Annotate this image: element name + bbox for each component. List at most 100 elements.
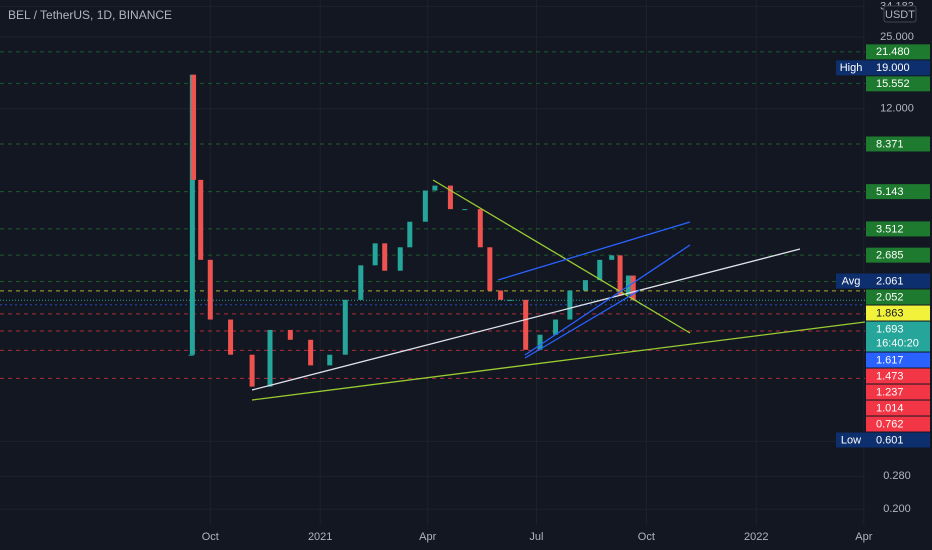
price-box-label: 2.061 bbox=[876, 275, 904, 287]
x-tick-label: Jul bbox=[529, 531, 543, 543]
candle bbox=[609, 255, 615, 260]
price-box bbox=[866, 432, 930, 448]
price-box-label: 1.617 bbox=[876, 354, 904, 366]
price-box-label: 1.237 bbox=[876, 386, 904, 398]
candle bbox=[397, 247, 403, 271]
candle bbox=[249, 354, 255, 387]
price-box-label: 21.480 bbox=[876, 46, 910, 58]
price-box bbox=[866, 289, 930, 305]
trendlines bbox=[251, 179, 866, 401]
price-box bbox=[866, 221, 930, 237]
candle bbox=[191, 74, 197, 180]
marker-name: High bbox=[840, 62, 863, 74]
candle bbox=[287, 329, 293, 340]
levels bbox=[0, 51, 865, 379]
candle bbox=[447, 185, 453, 210]
candle bbox=[407, 221, 413, 248]
price-box bbox=[866, 416, 930, 432]
candle bbox=[432, 185, 438, 191]
candle bbox=[507, 299, 513, 301]
marker-name-box bbox=[836, 273, 866, 289]
axis-labels: 34.18325.00012.0000.4000.2800.200Oct2021… bbox=[202, 0, 930, 543]
candle bbox=[198, 179, 204, 260]
candle bbox=[267, 329, 273, 387]
price-box bbox=[866, 76, 930, 92]
price-box bbox=[866, 384, 930, 400]
candle bbox=[625, 275, 631, 295]
candle bbox=[358, 265, 364, 300]
price-box-label: 1.863 bbox=[876, 307, 904, 319]
channel-line bbox=[524, 244, 691, 356]
candle bbox=[382, 243, 388, 271]
candle bbox=[498, 290, 504, 300]
candle bbox=[553, 319, 559, 335]
trendline bbox=[432, 179, 691, 334]
marker-name: Avg bbox=[842, 275, 861, 287]
candle bbox=[207, 259, 213, 320]
trendline bbox=[251, 248, 801, 391]
currency-box bbox=[883, 5, 917, 23]
x-tick-label: 2022 bbox=[744, 531, 768, 543]
x-tick-label: Oct bbox=[638, 531, 655, 543]
marker-name-box bbox=[836, 432, 866, 448]
candle bbox=[228, 319, 234, 355]
price-box bbox=[866, 368, 930, 384]
candle bbox=[327, 354, 333, 366]
price-box bbox=[866, 352, 930, 368]
marker-name-box bbox=[836, 60, 866, 76]
price-box bbox=[866, 321, 930, 352]
currency-label: USDT bbox=[885, 9, 915, 21]
price-box bbox=[866, 44, 930, 60]
price-box-label: 8.371 bbox=[876, 138, 904, 150]
price-box-label: 15.552 bbox=[876, 78, 910, 90]
candle bbox=[372, 243, 378, 266]
price-box-label: 2.685 bbox=[876, 250, 904, 262]
candles bbox=[188, 74, 636, 387]
price-box bbox=[866, 273, 930, 289]
trendline bbox=[251, 321, 866, 401]
channel-line bbox=[524, 289, 641, 359]
y-tick-label: 0.280 bbox=[883, 470, 911, 482]
candle bbox=[308, 339, 314, 366]
channel-line bbox=[497, 221, 691, 281]
price-box-label: 19.000 bbox=[876, 62, 910, 74]
marker-name: Low bbox=[841, 434, 861, 446]
price-box-label: 5.143 bbox=[876, 186, 904, 198]
countdown-label: 16:40:20 bbox=[876, 337, 919, 349]
y-tick-label: 12.000 bbox=[880, 103, 914, 115]
price-box bbox=[866, 60, 930, 76]
price-box bbox=[866, 305, 930, 321]
price-box-label: 1.014 bbox=[876, 402, 904, 414]
candle bbox=[582, 280, 588, 291]
price-box bbox=[866, 184, 930, 200]
x-tick-label: 2021 bbox=[308, 531, 332, 543]
x-tick-label: Oct bbox=[202, 531, 219, 543]
price-box-label: 2.052 bbox=[876, 291, 904, 303]
candle bbox=[537, 334, 543, 350]
candle bbox=[597, 259, 603, 281]
candle bbox=[630, 275, 636, 301]
price-box-label: 1.473 bbox=[876, 370, 904, 382]
price-box-label: 0.762 bbox=[876, 418, 904, 430]
candle bbox=[617, 255, 623, 295]
candle bbox=[567, 290, 573, 320]
y-tick-label: 0.200 bbox=[883, 503, 911, 515]
candle bbox=[487, 247, 493, 291]
price-box-label: 0.601 bbox=[876, 434, 904, 446]
candle bbox=[422, 190, 428, 222]
candle bbox=[523, 299, 529, 350]
candle bbox=[462, 209, 468, 211]
price-box bbox=[866, 247, 930, 263]
candle bbox=[188, 354, 194, 356]
price-box-label: 1.693 bbox=[876, 323, 904, 335]
candle bbox=[342, 299, 348, 355]
x-tick-label: Apr bbox=[419, 531, 436, 543]
x-tick-label: Apr bbox=[855, 531, 872, 543]
symbol-title: BEL / TetherUS, 1D, BINANCE bbox=[8, 8, 172, 22]
price-box-label: 3.512 bbox=[876, 223, 904, 235]
candle bbox=[477, 209, 483, 248]
price-box bbox=[866, 400, 930, 416]
